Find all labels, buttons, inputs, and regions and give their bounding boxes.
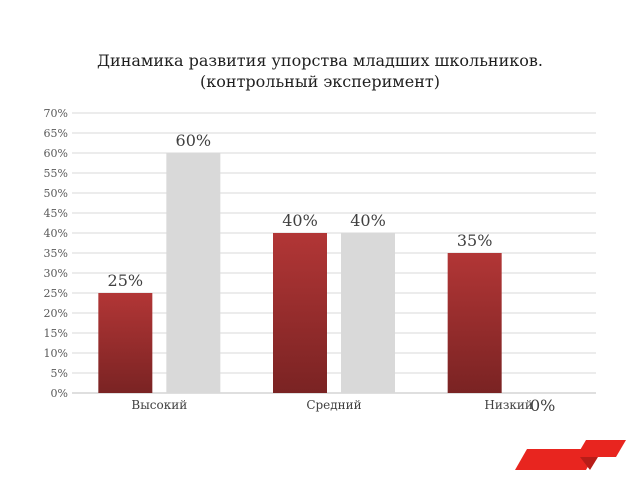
logo-icon bbox=[515, 440, 626, 470]
y-tick-label: 55% bbox=[44, 167, 68, 180]
y-axis-tick-labels: 0% 5% 10% 15% 20% 25% 30% 35% 40% 45% 50% 55% 60% 65%… bbox=[44, 107, 68, 400]
bar-series-2-Высокий bbox=[166, 153, 221, 393]
y-tick-label: 25% bbox=[44, 287, 68, 300]
y-tick-label: 40% bbox=[44, 227, 68, 240]
data-label-series-1-Низкий: 35% bbox=[457, 231, 493, 250]
y-tick-label: 30% bbox=[44, 267, 68, 280]
chart-title-line-1: Динамика развития упорства младших школь… bbox=[97, 51, 543, 70]
y-tick-label: 5% bbox=[51, 367, 68, 380]
data-label-series-1-Средний: 40% bbox=[282, 211, 318, 230]
y-tick-label: 70% bbox=[44, 107, 68, 120]
chart-title-line-2: (контрольный эксперимент) bbox=[200, 72, 440, 91]
y-tick-label: 20% bbox=[44, 307, 68, 320]
bar-series-1-Высокий bbox=[98, 293, 153, 393]
y-tick-label: 0% bbox=[51, 387, 68, 400]
y-tick-label: 50% bbox=[44, 187, 68, 200]
bars bbox=[98, 153, 502, 393]
y-tick-label: 10% bbox=[44, 347, 68, 360]
bar-series-1-Средний bbox=[273, 233, 327, 393]
y-tick-label: 45% bbox=[44, 207, 68, 220]
y-tick-label: 15% bbox=[44, 327, 68, 340]
data-label-series-1-Высокий: 25% bbox=[108, 271, 144, 290]
y-tick-label: 65% bbox=[44, 127, 68, 140]
y-tick-label: 35% bbox=[44, 247, 68, 260]
category-label-Высокий: Высокий bbox=[131, 398, 187, 412]
bar-series-2-Средний bbox=[341, 233, 395, 393]
category-label-Низкий: Низкий bbox=[484, 398, 533, 412]
data-label-series-2-Средний: 40% bbox=[350, 211, 386, 230]
logo-shadow-triangle-icon bbox=[580, 457, 598, 470]
logo-red-parallelogram-icon bbox=[515, 449, 598, 470]
data-labels: 25% 60% 40% 40% 35% 0% bbox=[108, 131, 556, 415]
logo-upper-parallelogram-icon bbox=[576, 440, 626, 457]
gridlines bbox=[72, 112, 596, 394]
data-label-series-2-Высокий: 60% bbox=[176, 131, 212, 150]
category-label-Средний: Средний bbox=[306, 398, 361, 412]
category-labels: Высокий Средний Низкий bbox=[131, 398, 532, 412]
y-tick-label: 60% bbox=[44, 147, 68, 160]
data-label-series-2-Низкий: 0% bbox=[530, 396, 555, 415]
bar-series-1-Низкий bbox=[447, 253, 502, 393]
chart-title: Динамика развития упорства младших школь… bbox=[97, 51, 543, 91]
